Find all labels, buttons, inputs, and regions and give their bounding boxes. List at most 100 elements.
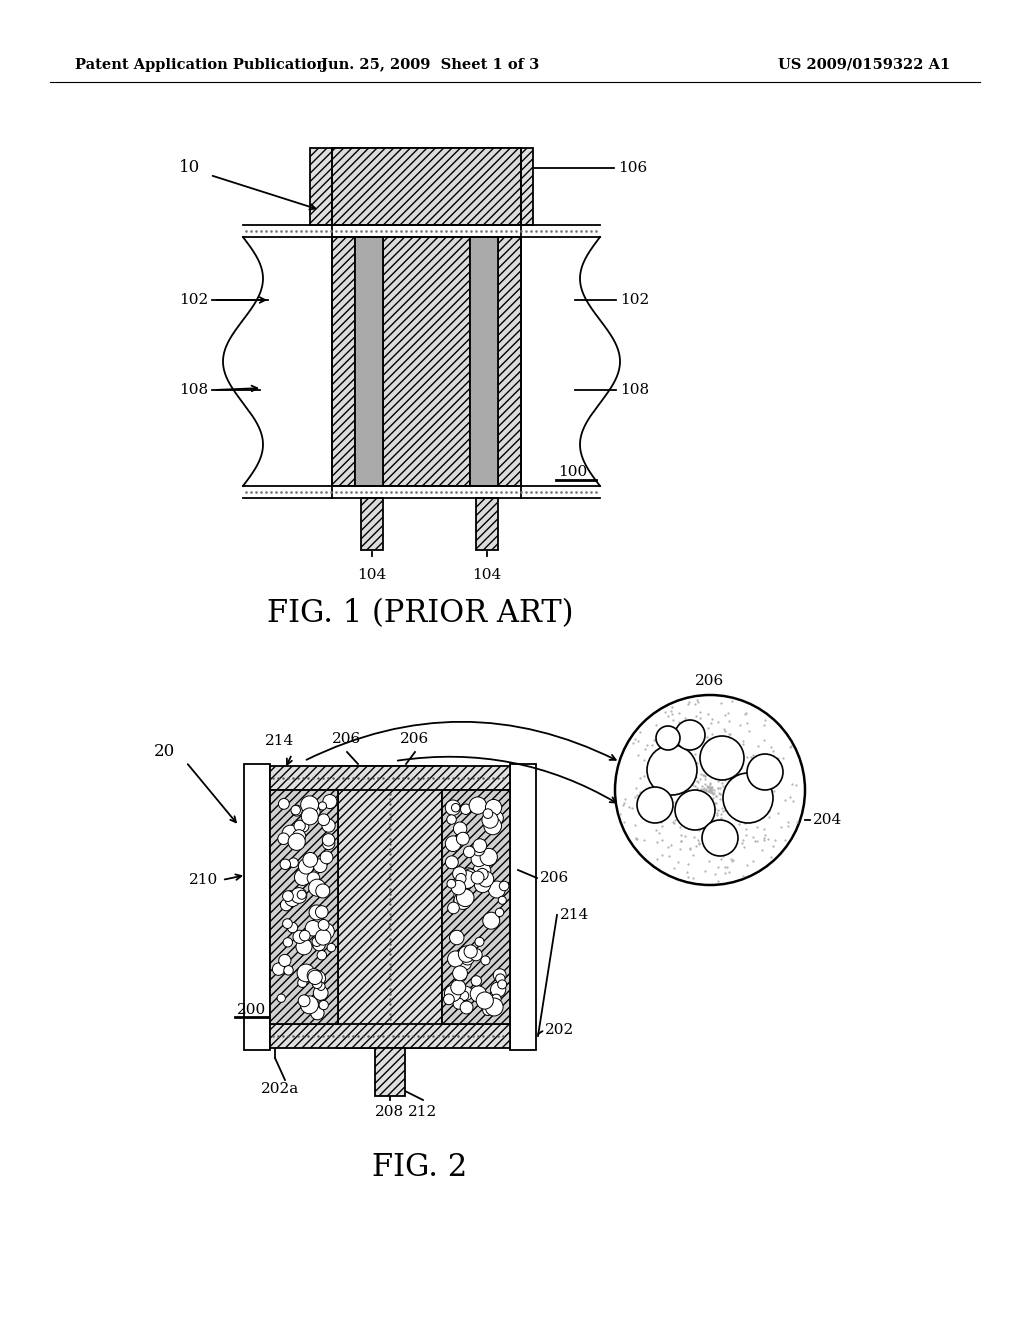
Circle shape — [280, 859, 291, 870]
Bar — [244, 764, 270, 1049]
Circle shape — [484, 817, 502, 834]
Circle shape — [310, 1006, 325, 1020]
Text: 108: 108 — [620, 383, 649, 397]
Circle shape — [283, 919, 292, 928]
Text: 106: 106 — [618, 161, 647, 176]
Circle shape — [460, 1001, 473, 1014]
Circle shape — [454, 898, 462, 907]
Circle shape — [291, 887, 307, 903]
Circle shape — [457, 833, 469, 845]
Circle shape — [482, 812, 499, 828]
Text: Patent Application Publication: Patent Application Publication — [75, 58, 327, 73]
Circle shape — [322, 818, 335, 832]
Circle shape — [327, 944, 336, 952]
Circle shape — [471, 851, 486, 867]
Circle shape — [283, 891, 293, 902]
Circle shape — [458, 957, 471, 970]
Circle shape — [299, 807, 309, 817]
Circle shape — [297, 821, 309, 832]
Circle shape — [443, 994, 455, 1005]
Circle shape — [471, 975, 481, 986]
Circle shape — [470, 949, 482, 961]
Circle shape — [473, 862, 490, 879]
Circle shape — [459, 991, 469, 1001]
Circle shape — [460, 867, 476, 884]
Text: 202a: 202a — [261, 1082, 299, 1096]
Circle shape — [297, 890, 306, 899]
Circle shape — [444, 985, 461, 1002]
Circle shape — [312, 939, 326, 950]
Circle shape — [499, 896, 506, 904]
Circle shape — [470, 986, 486, 1002]
Text: 214: 214 — [265, 734, 295, 748]
Circle shape — [475, 865, 483, 873]
Circle shape — [490, 982, 506, 997]
Circle shape — [297, 964, 314, 982]
Circle shape — [316, 982, 325, 990]
Bar — [476, 498, 498, 550]
Text: 100: 100 — [558, 465, 587, 479]
Text: 204: 204 — [813, 813, 843, 828]
Bar — [383, 238, 470, 486]
Circle shape — [475, 937, 484, 946]
Bar — [470, 238, 498, 486]
Text: 214: 214 — [560, 908, 589, 921]
Circle shape — [454, 969, 467, 982]
Circle shape — [285, 891, 300, 907]
Text: 210: 210 — [188, 873, 218, 887]
Circle shape — [458, 871, 476, 888]
Circle shape — [480, 849, 498, 866]
Circle shape — [453, 966, 468, 981]
Circle shape — [637, 787, 673, 822]
Circle shape — [307, 969, 321, 982]
Circle shape — [464, 846, 475, 858]
Circle shape — [471, 871, 484, 884]
Circle shape — [464, 869, 476, 882]
Circle shape — [313, 986, 328, 1001]
Text: 206: 206 — [695, 675, 725, 688]
Text: 200: 200 — [237, 1003, 266, 1016]
Text: 208: 208 — [376, 1105, 404, 1119]
Circle shape — [454, 822, 467, 836]
Text: 102: 102 — [179, 293, 208, 308]
Bar — [375, 1048, 406, 1096]
Circle shape — [298, 859, 313, 874]
Circle shape — [307, 873, 319, 884]
Circle shape — [299, 931, 310, 941]
Circle shape — [746, 754, 783, 789]
Circle shape — [296, 939, 312, 954]
Circle shape — [498, 979, 507, 989]
Circle shape — [321, 851, 333, 863]
Circle shape — [317, 950, 327, 960]
Circle shape — [647, 744, 697, 795]
Text: 206: 206 — [540, 871, 569, 884]
Circle shape — [451, 979, 466, 995]
Bar — [355, 238, 383, 486]
Circle shape — [281, 899, 292, 911]
Text: 104: 104 — [472, 568, 502, 582]
Circle shape — [459, 946, 475, 962]
Circle shape — [478, 871, 494, 887]
Circle shape — [301, 808, 318, 825]
Circle shape — [482, 1005, 494, 1015]
Circle shape — [298, 978, 307, 987]
Text: Jun. 25, 2009  Sheet 1 of 3: Jun. 25, 2009 Sheet 1 of 3 — [321, 58, 539, 73]
Bar — [338, 766, 442, 1048]
Text: US 2009/0159322 A1: US 2009/0159322 A1 — [778, 58, 950, 73]
Circle shape — [675, 719, 705, 750]
Circle shape — [315, 884, 330, 898]
Bar — [310, 148, 534, 224]
Circle shape — [452, 804, 460, 812]
Circle shape — [656, 726, 680, 750]
Circle shape — [450, 931, 464, 945]
Circle shape — [288, 923, 298, 933]
Circle shape — [294, 820, 305, 832]
Circle shape — [494, 969, 506, 982]
Circle shape — [469, 990, 478, 999]
Circle shape — [483, 809, 493, 818]
Circle shape — [300, 995, 318, 1014]
Circle shape — [446, 814, 457, 824]
Bar — [243, 224, 600, 498]
Circle shape — [272, 964, 285, 975]
Circle shape — [319, 1001, 329, 1010]
